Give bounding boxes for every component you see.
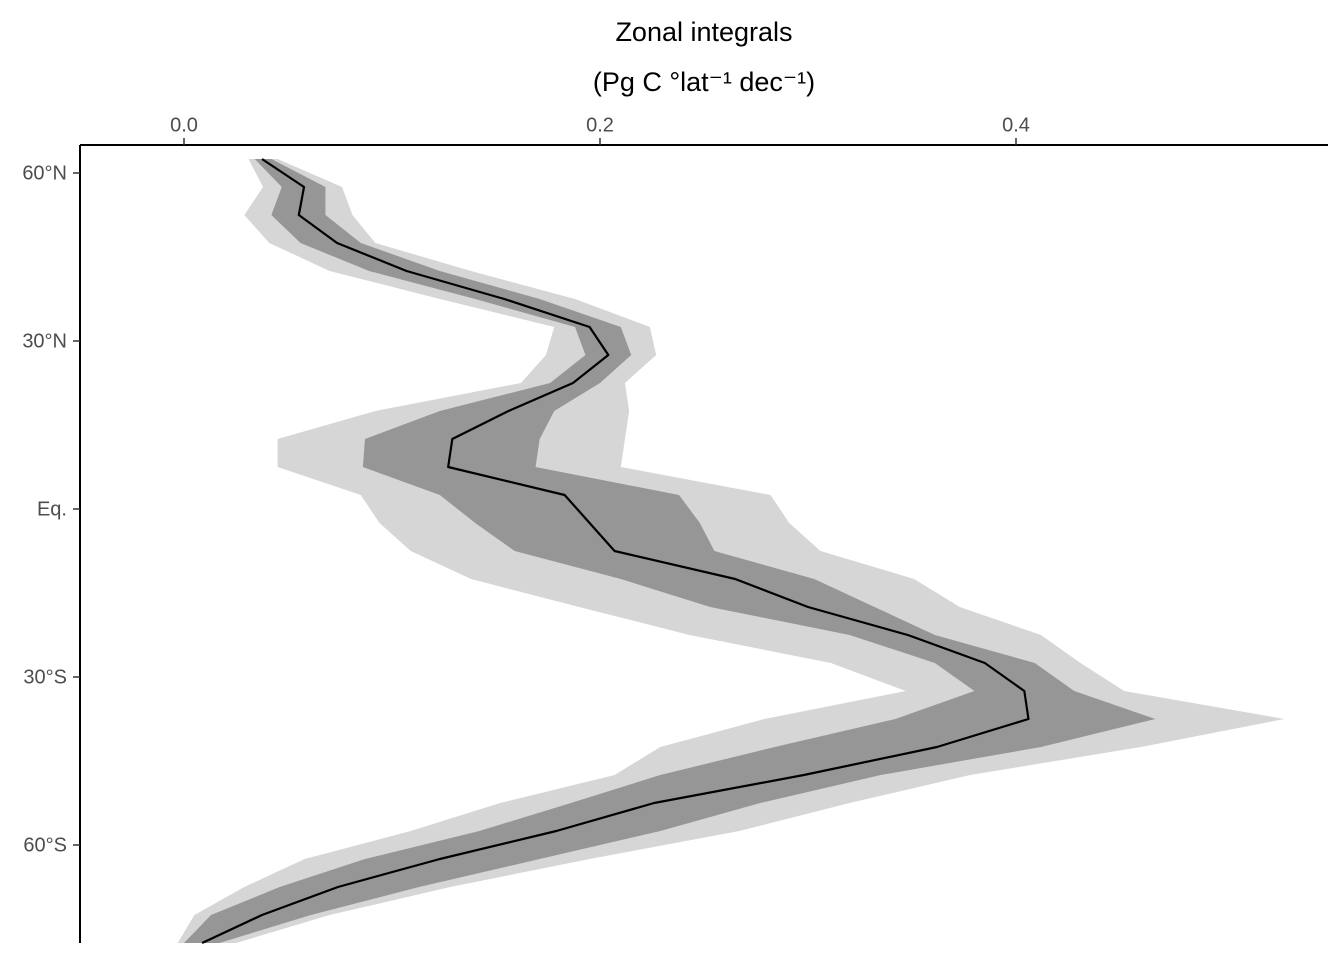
chart-title: Zonal integrals <box>615 17 792 47</box>
x-tick-label: 0.2 <box>586 114 614 136</box>
y-tick-label: Eq. <box>37 498 67 520</box>
y-tick-label: 60°N <box>22 162 67 184</box>
mean-line <box>201 158 1030 944</box>
y-tick-label: 30°N <box>22 330 67 352</box>
x-axis-label: (Pg C °lat⁻¹ dec⁻¹) <box>593 67 815 97</box>
y-tick-label: 60°S <box>23 834 67 856</box>
uncertainty-band <box>184 159 1156 943</box>
y-tick-label: 30°S <box>23 666 67 688</box>
x-tick-label: 0.0 <box>170 114 198 136</box>
uncertainty-band <box>177 159 1285 943</box>
x-tick-label: 0.4 <box>1002 114 1030 136</box>
